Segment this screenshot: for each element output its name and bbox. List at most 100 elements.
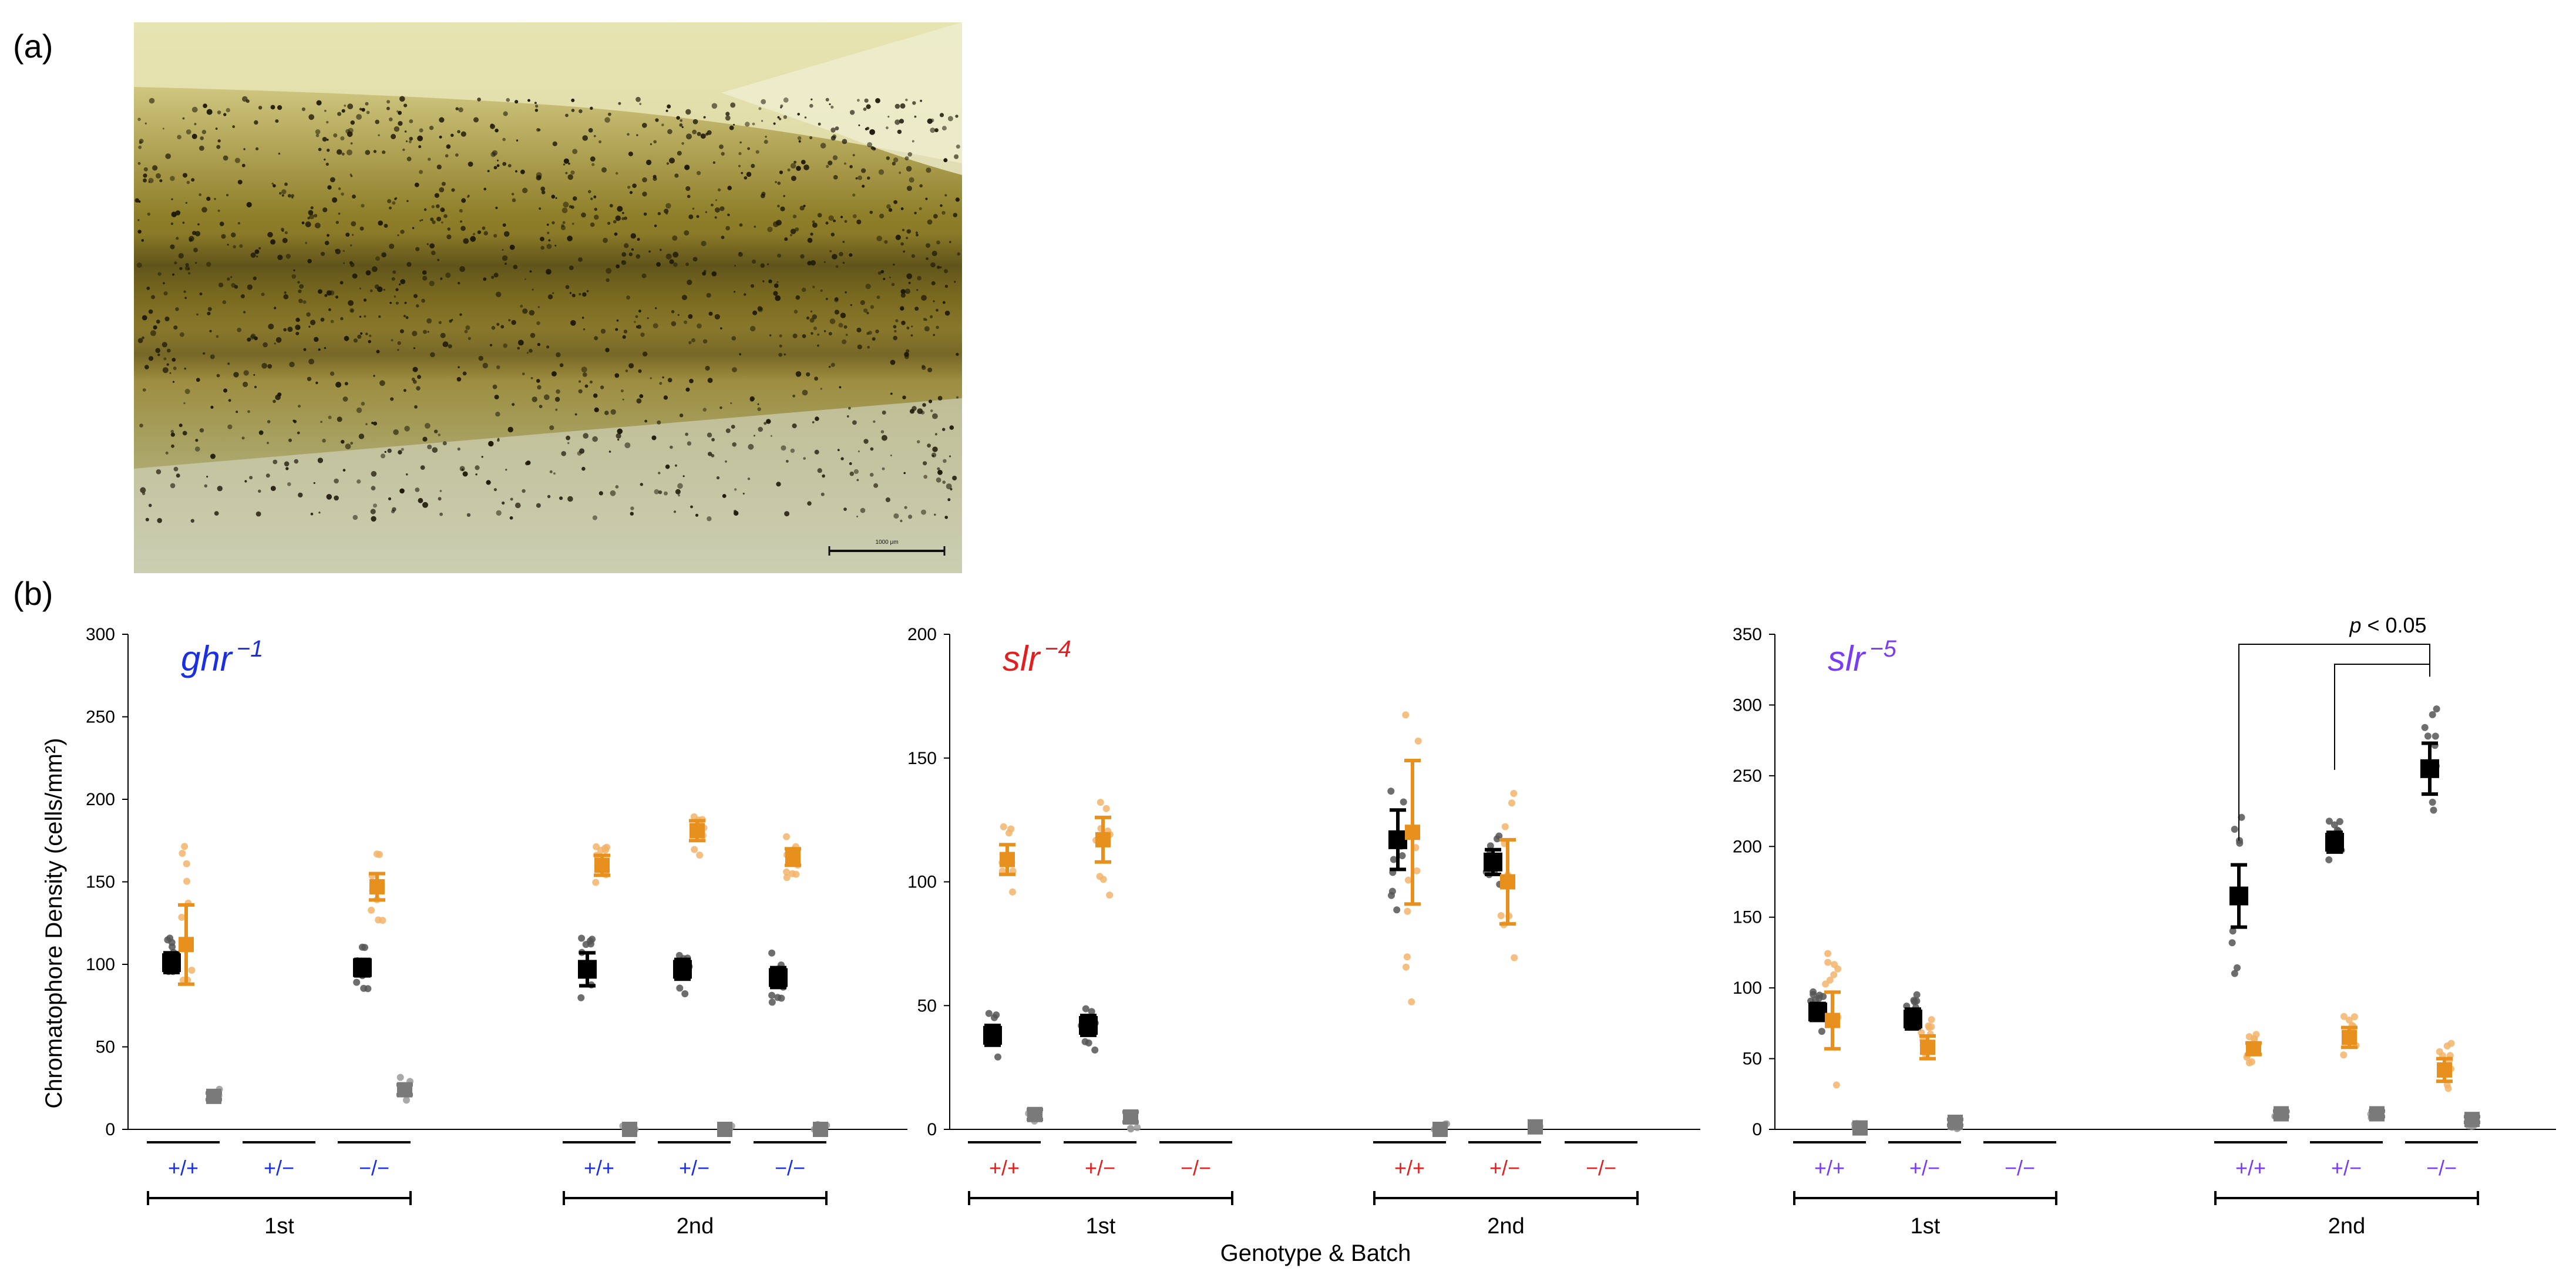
genotype-label: +/− <box>1489 1156 1520 1180</box>
panel-b-label: (b) <box>13 575 53 612</box>
xanthophore-sample-dot <box>1510 790 1518 797</box>
xanthophore-mean-marker <box>1095 832 1111 847</box>
y-tick-label: 300 <box>1733 695 1762 715</box>
melanophore-point <box>2228 813 2248 977</box>
xanthophore-sample-dot <box>1824 950 1832 957</box>
xanthophore-sample-dot <box>183 860 190 867</box>
melanophore-mean-marker <box>353 958 372 977</box>
leucophore-point <box>1431 1120 1451 1137</box>
melanophore-point <box>1807 988 1827 1035</box>
melanophore-sample-dot <box>2432 732 2439 740</box>
melanophore-sample-dot <box>1913 991 1921 998</box>
xanthophore-sample-dot <box>1928 1023 1935 1031</box>
melanophore-sample-dot <box>774 994 782 1001</box>
group-1st-+/−: +/− <box>243 1141 315 1180</box>
group-2nd-+/−: +/− <box>2310 818 2385 1180</box>
chart-title: ghr −1 <box>181 636 263 678</box>
chart-title-gene: ghr <box>181 639 233 678</box>
batch-label: 2nd <box>2328 1214 2365 1239</box>
melanophore-sample-dot <box>1388 892 1395 899</box>
y-tick-label: 350 <box>1733 625 1762 644</box>
xanthophore-sample-dot <box>1501 823 1509 830</box>
melanophore-sample-dot <box>1400 798 1407 806</box>
leucophore-point <box>1851 1120 1868 1136</box>
leucophore-mean-marker <box>1432 1122 1448 1137</box>
significance-bracket: p < 0.05 <box>2238 613 2430 841</box>
melanophore-mean-marker <box>2420 759 2439 778</box>
melanophore-mean-marker <box>1079 1015 1098 1035</box>
chart-panel-b: Chromatophore Density (cells/mm²) Genoty… <box>41 613 2556 1266</box>
xanthophore-point <box>2340 1012 2360 1059</box>
xanthophore-sample-dot <box>1408 998 1415 1005</box>
xanthophore-sample-dot <box>2345 1016 2353 1024</box>
melanophore-sample-dot <box>1082 1005 1089 1012</box>
melanophore-sample-dot <box>1495 832 1503 840</box>
leucophore-point <box>1122 1109 1141 1133</box>
scale-bar: 1000 μm <box>828 539 946 556</box>
xanthophore-sample-dot <box>368 906 375 914</box>
scale-bar-label: 1000 μm <box>875 539 898 546</box>
melanophore-sample-dot <box>2325 856 2333 863</box>
batch-bracket-1st: 1st <box>968 1191 1233 1239</box>
melanophore-mean-marker <box>2325 833 2344 852</box>
xanthophore-mean-marker <box>1920 1040 1935 1055</box>
batch-label: 1st <box>264 1214 294 1239</box>
group-1st-+/+: +/+ <box>147 843 223 1180</box>
genotype-label: +/+ <box>2235 1156 2266 1180</box>
leucophore-point <box>396 1074 414 1104</box>
xanthophore-sample-dot <box>178 913 186 921</box>
melanophore-sample-dot <box>1811 996 1819 1004</box>
leucophore-point <box>1947 1114 1963 1132</box>
melanophore-sample-dot <box>675 951 683 959</box>
y-tick-label: 150 <box>86 873 115 892</box>
group-2nd-+/−: +/− <box>658 813 735 1180</box>
leucophore-mean-marker <box>2369 1106 2385 1122</box>
chart-title: slr −4 <box>1003 636 1071 678</box>
group-1st-+/+: +/+ <box>968 823 1043 1180</box>
xanthophore-sample-dot <box>2350 1013 2358 1021</box>
xanthophore-sample-dot <box>188 967 196 974</box>
melanophore-sample-dot <box>2231 970 2238 977</box>
y-tick-label: 100 <box>907 873 937 892</box>
y-tick-label: 200 <box>86 790 115 809</box>
chart-3: 0 50 100 150 200 250 300 350 slr −5 +/+ +/− −/− +/+ +/… <box>1733 613 2556 1239</box>
leucophore-mean-marker <box>2464 1112 2480 1128</box>
leucophore-point <box>619 1122 639 1137</box>
genotype-label: +/+ <box>989 1156 1020 1180</box>
melanophore-sample-dot <box>1393 906 1401 914</box>
y-tick-label: 200 <box>1733 837 1762 856</box>
leucophore-mean-marker <box>1528 1119 1543 1135</box>
xanthophore-sample-dot <box>783 868 791 876</box>
melanophore-sample-dot <box>676 984 684 992</box>
xanthophore-mean-marker <box>785 849 801 865</box>
xanthophore-point <box>1402 711 1422 1005</box>
leucophore-point <box>2464 1112 2480 1130</box>
genotype-label: +/+ <box>1394 1156 1425 1180</box>
group-2nd-+/+: +/+ <box>563 843 639 1180</box>
melanophore-sample-dot <box>577 994 585 1001</box>
leucophore-sample-dot <box>1134 1123 1141 1131</box>
xanthophore-sample-dot <box>690 813 698 820</box>
xanthophore-sample-dot <box>603 843 611 851</box>
xanthophore-point <box>783 833 802 882</box>
genotype-label: −/− <box>775 1156 805 1180</box>
melanophore-sample-dot <box>2433 705 2440 713</box>
xanthophore-sample-dot <box>1508 799 1515 807</box>
melanophore-point <box>353 943 372 993</box>
xanthophore-sample-dot <box>1414 737 1422 745</box>
leucophore-mean-marker <box>2274 1106 2289 1122</box>
group-2nd-−/−: −/− <box>2405 705 2480 1180</box>
xanthophore-mean-marker <box>369 879 385 894</box>
group-1st-+/−: +/− <box>1064 799 1141 1180</box>
genotype-label: +/+ <box>1814 1156 1845 1180</box>
fish-micrograph: 1000 μm <box>134 22 962 573</box>
melanophore-sample-dot <box>2238 813 2245 821</box>
y-tick-label: 150 <box>907 749 937 768</box>
xanthophore-point <box>998 823 1017 896</box>
melanophore-sample-dot <box>2430 806 2437 814</box>
xanthophore-sample-dot <box>2444 1085 2452 1092</box>
xanthophore-sample-dot <box>2340 1012 2348 1020</box>
genotype-label: −/− <box>2005 1156 2035 1180</box>
leucophore-mean-marker <box>1123 1109 1138 1125</box>
melanophore-point <box>983 1010 1002 1061</box>
